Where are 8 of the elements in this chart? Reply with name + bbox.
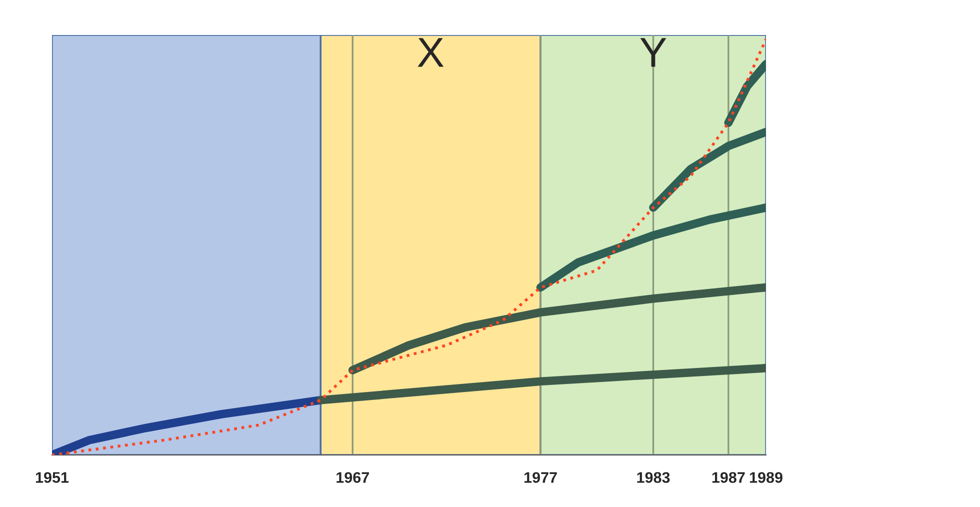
band-label: Y: [640, 38, 666, 67]
x-tick-label: 1977: [524, 472, 557, 483]
band-label: X: [418, 38, 444, 67]
x-tick-label: 1989: [750, 472, 782, 483]
x-tick-label: 1983: [637, 472, 670, 483]
x-tick-label: 1951: [36, 472, 69, 483]
x-tick-label: 1967: [336, 472, 369, 483]
x-tick-label: 1987: [712, 472, 745, 483]
